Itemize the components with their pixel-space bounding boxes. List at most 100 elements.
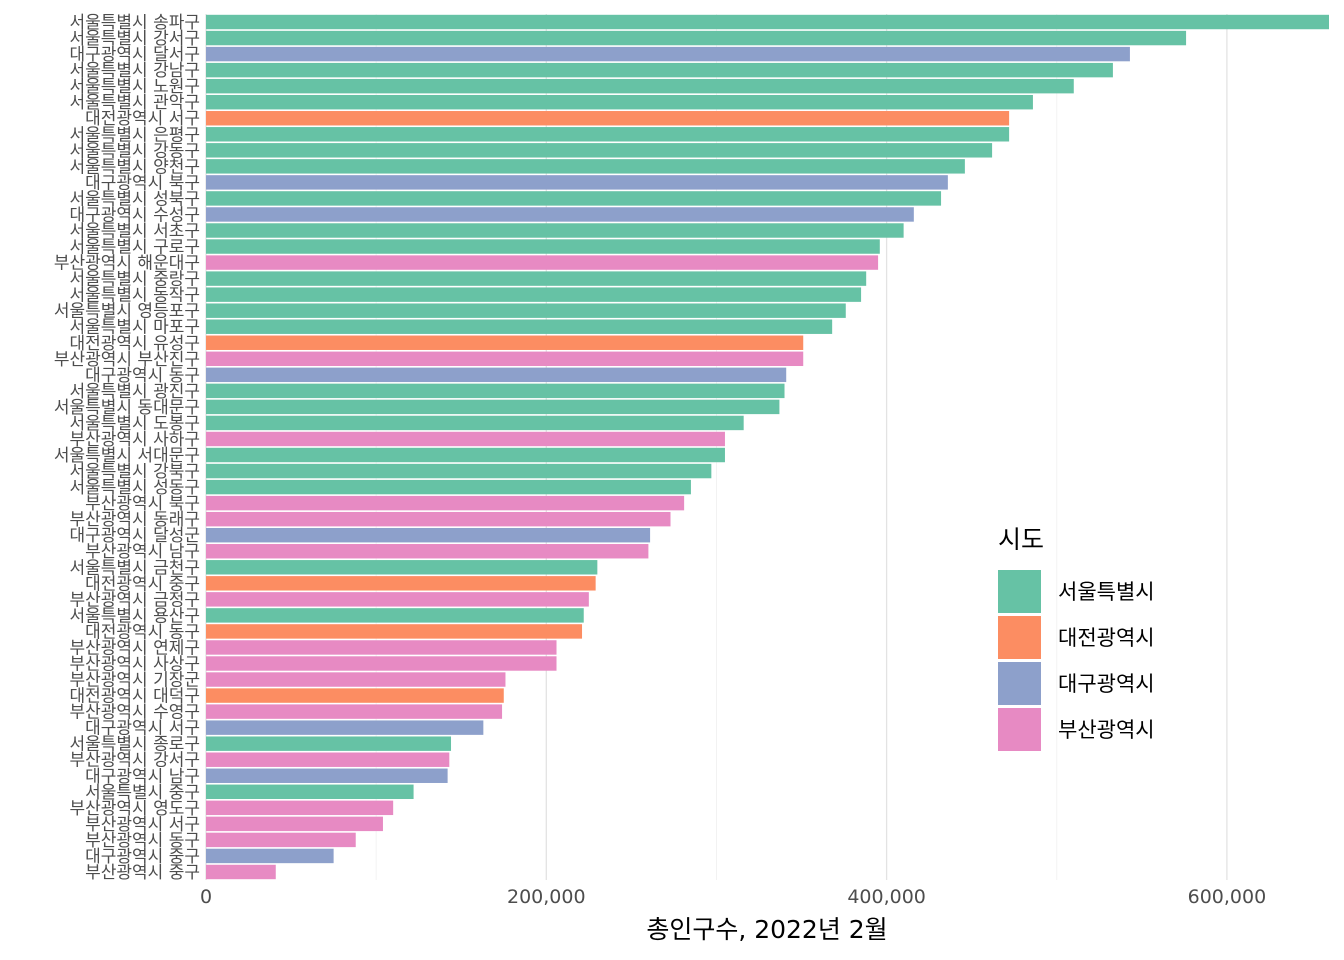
bar: [206, 784, 414, 800]
y-tick-label: 서울특별시 서초구: [69, 222, 200, 242]
bar: [206, 752, 450, 767]
y-tick-label: 서울특별시 금천구: [69, 558, 200, 578]
bar: [206, 351, 804, 367]
bar: [206, 143, 993, 158]
y-tick-label: 대전광역시 유성구: [69, 334, 200, 354]
y-tick-label: 대구광역시 중구: [85, 847, 200, 867]
y-tick-label: 부산광역시 강서구: [69, 751, 200, 771]
bar: [206, 544, 649, 559]
y-tick-label: 대구광역시 달성군: [69, 526, 200, 546]
y-tick-label: 서울특별시 중랑구: [69, 270, 200, 290]
bar: [206, 271, 867, 286]
x-tick-label: 600,000: [1188, 886, 1267, 908]
x-tick-labels: 0 200,000 400,000 600,000: [200, 886, 1266, 908]
y-tick-label: 대구광역시 수성구: [69, 205, 200, 225]
bar: [206, 672, 506, 687]
legend-swatch: [998, 570, 1041, 613]
y-tick-label: 부산광역시 동구: [85, 831, 200, 851]
y-tick-label: 서울특별시 양천구: [69, 157, 200, 177]
bar: [206, 30, 1187, 46]
y-tick-label: 서울특별시 성북구: [69, 189, 200, 209]
y-tick-label: 부산광역시 동래구: [69, 510, 200, 530]
y-tick-label: 서울특별시 마포구: [69, 318, 200, 338]
y-tick-label: 서울특별시 종로구: [69, 735, 200, 755]
y-tick-label: 서울특별시 강북구: [69, 462, 200, 482]
y-tick-label: 부산광역시 북구: [85, 494, 200, 514]
legend-swatch: [998, 708, 1041, 751]
bar: [206, 640, 557, 655]
bar: [206, 94, 1033, 110]
x-tick-label: 0: [200, 886, 212, 908]
y-tick-label: 부산광역시 영도구: [69, 799, 200, 819]
bar: [206, 800, 394, 816]
legend-title: 시도: [998, 525, 1044, 554]
y-tick-label: 대구광역시 동구: [85, 366, 200, 386]
bar: [206, 383, 785, 399]
y-tick-label: 부산광역시 사하구: [69, 430, 200, 450]
y-tick-label: 서울특별시 성동구: [69, 478, 200, 498]
bar: [206, 431, 725, 447]
y-tick-label: 부산광역시 서구: [85, 815, 200, 835]
y-tick-label: 서울특별시 용산구: [69, 606, 200, 626]
bar: [206, 495, 685, 511]
bar: [206, 832, 356, 848]
x-tick-label: 200,000: [507, 886, 586, 908]
legend-swatch: [998, 662, 1041, 705]
bar: [206, 816, 383, 832]
bar: [206, 62, 1113, 78]
y-tick-label: 대전광역시 중구: [85, 574, 200, 594]
bar: [206, 46, 1130, 62]
y-tick-label: 서울특별시 노원구: [69, 77, 200, 97]
bar: [206, 223, 904, 238]
bar: [206, 191, 942, 206]
bar: [206, 207, 914, 222]
y-tick-label: 서울특별시 중구: [85, 783, 200, 803]
y-tick-label: 서울특별시 동작구: [69, 286, 200, 306]
legend-swatch: [998, 616, 1041, 659]
y-tick-label: 대전광역시 서구: [85, 109, 200, 129]
bar: [206, 560, 598, 575]
bar: [206, 319, 833, 334]
bar: [206, 303, 846, 318]
bar: [206, 656, 557, 671]
bar: [206, 111, 1010, 126]
y-tick-label: 부산광역시 부산진구: [54, 350, 200, 370]
bar: [206, 624, 583, 639]
y-tick-label: 부산광역시 금정구: [69, 590, 200, 610]
bars-layer: [206, 14, 1329, 880]
x-axis-title: 총인구수, 2022년 2월: [646, 915, 887, 944]
y-tick-label: 서울특별시 광진구: [69, 382, 200, 402]
bar: [206, 608, 584, 623]
legend-label: 부산광역시: [1058, 718, 1155, 742]
y-tick-label: 부산광역시 사상구: [69, 655, 200, 675]
bar: [206, 447, 725, 463]
bar: [206, 736, 452, 751]
bar: [206, 768, 448, 783]
bar: [206, 592, 589, 607]
x-tick-label: 400,000: [847, 886, 926, 908]
y-tick-label: 부산광역시 해운대구: [54, 254, 200, 274]
y-tick-label: 대구광역시 서구: [85, 719, 200, 739]
y-tick-label: 서울특별시 송파구: [69, 13, 200, 33]
bar: [206, 576, 596, 591]
y-tick-label: 대전광역시 동구: [85, 622, 200, 642]
y-tick-label: 서울특별시 도봉구: [69, 414, 200, 434]
bar: [206, 463, 712, 479]
y-tick-label: 서울특별시 구로구: [69, 238, 200, 258]
bar: [206, 688, 504, 703]
bar: [206, 415, 744, 431]
bar: [206, 175, 948, 190]
bar: [206, 255, 879, 270]
y-tick-label: 서울특별시 강동구: [69, 141, 200, 161]
bar: [206, 864, 276, 880]
y-tick-label: 서울특별시 영등포구: [54, 302, 200, 322]
legend-label: 서울특별시: [1058, 580, 1155, 604]
y-tick-label: 대전광역시 대덕구: [69, 687, 200, 707]
bar: [206, 527, 651, 543]
y-tick-label: 서울특별시 은평구: [69, 125, 200, 145]
y-tick-label: 부산광역시 남구: [85, 542, 200, 562]
bar: [206, 14, 1329, 30]
y-tick-label: 서울특별시 강서구: [69, 29, 200, 49]
